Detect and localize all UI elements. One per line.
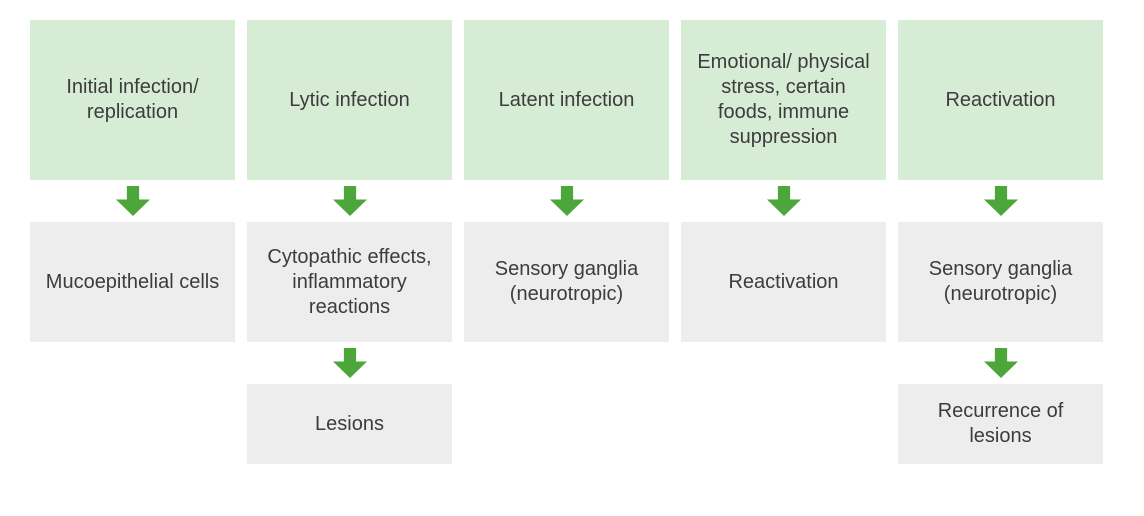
top-stage-box: Initial infection/ replication <box>30 20 235 180</box>
box-label: Reactivation <box>728 270 838 295</box>
box-label: Reactivation <box>945 88 1055 113</box>
box-label: Emotional/ physical stress, certain food… <box>695 50 872 150</box>
box-label: Lesions <box>315 412 384 437</box>
top-stage-box: Reactivation <box>898 20 1103 180</box>
bot-stage-box: Lesions <box>247 384 452 464</box>
box-label: Latent infection <box>499 88 635 113</box>
mid-stage-box: Sensory ganglia (neurotropic) <box>464 222 669 342</box>
mid-stage-box: Reactivation <box>681 222 886 342</box>
flow-column-1: Lytic infection Cytopathic effects, infl… <box>247 20 452 464</box>
mid-stage-box: Sensory ganglia (neurotropic) <box>898 222 1103 342</box>
box-label: Sensory ganglia (neurotropic) <box>478 257 655 307</box>
down-arrow-icon <box>550 186 584 216</box>
down-arrow-icon <box>333 348 367 378</box>
box-label: Lytic infection <box>289 88 409 113</box>
top-stage-box: Latent infection <box>464 20 669 180</box>
top-stage-box: Emotional/ physical stress, certain food… <box>681 20 886 180</box>
box-label: Recurrence of lesions <box>912 399 1089 449</box>
flow-column-0: Initial infection/ replication Mucoepith… <box>30 20 235 342</box>
mid-stage-box: Mucoepithelial cells <box>30 222 235 342</box>
top-stage-box: Lytic infection <box>247 20 452 180</box>
mid-stage-box: Cytopathic effects, inflammatory reactio… <box>247 222 452 342</box>
down-arrow-icon <box>333 186 367 216</box>
down-arrow-icon <box>984 186 1018 216</box>
box-label: Sensory ganglia (neurotropic) <box>912 257 1089 307</box>
bot-stage-box: Recurrence of lesions <box>898 384 1103 464</box>
down-arrow-icon <box>767 186 801 216</box>
flowchart-diagram: Initial infection/ replication Mucoepith… <box>0 0 1144 484</box>
flow-column-2: Latent infection Sensory ganglia (neurot… <box>464 20 669 342</box>
box-label: Initial infection/ replication <box>44 75 221 125</box>
flow-column-3: Emotional/ physical stress, certain food… <box>681 20 886 342</box>
box-label: Cytopathic effects, inflammatory reactio… <box>261 245 438 320</box>
down-arrow-icon <box>116 186 150 216</box>
down-arrow-icon <box>984 348 1018 378</box>
box-label: Mucoepithelial cells <box>46 270 219 295</box>
flow-column-4: Reactivation Sensory ganglia (neurotropi… <box>898 20 1103 464</box>
